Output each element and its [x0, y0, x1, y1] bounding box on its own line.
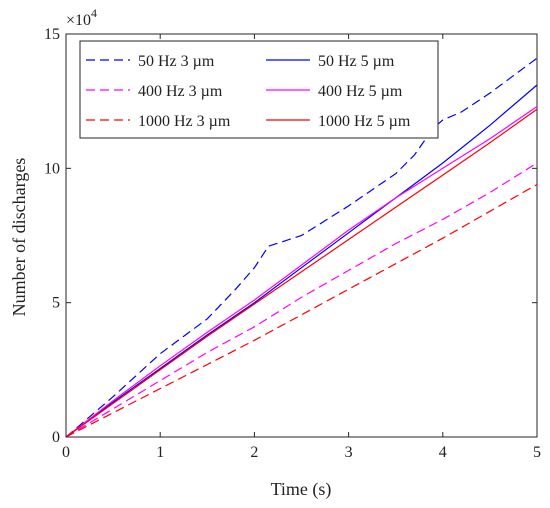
y-tick-label: 10	[44, 160, 60, 177]
series-group	[65, 57, 538, 438]
y-tick-label: 15	[44, 26, 60, 43]
y-multiplier-exponent: 4	[91, 6, 97, 20]
series-line	[65, 183, 538, 438]
series-line	[65, 106, 538, 438]
y-multiplier: ×104	[66, 6, 97, 29]
y-axis-label: Number of discharges	[9, 158, 29, 317]
axes	[65, 33, 538, 438]
y-tick-label: 0	[52, 429, 60, 446]
series-line	[65, 57, 538, 438]
legend-label: 400 Hz 5 µm	[318, 83, 403, 100]
x-tick-label: 3	[345, 444, 353, 461]
x-tick-label: 4	[439, 444, 447, 461]
x-axis-label: Time (s)	[271, 479, 332, 500]
legend-label: 400 Hz 3 µm	[138, 83, 223, 100]
x-tick-label: 1	[156, 444, 164, 461]
tick-labels: 0 1 2 3 4 5 0 5 10 15	[44, 26, 541, 461]
legend-label: 1000 Hz 5 µm	[318, 113, 411, 130]
legend-box	[79, 40, 439, 139]
legend-label: 50 Hz 3 µm	[138, 53, 215, 70]
plot-frame	[65, 33, 538, 438]
series-line	[65, 162, 538, 438]
legend-label: 50 Hz 5 µm	[318, 53, 395, 70]
y-multiplier-base: ×10	[66, 12, 91, 29]
series-line	[65, 108, 538, 438]
x-tick-label: 5	[533, 444, 541, 461]
x-tick-label: 2	[250, 444, 258, 461]
x-tick-label: 0	[62, 444, 70, 461]
legend-label: 1000 Hz 3 µm	[138, 113, 231, 130]
y-tick-label: 5	[52, 295, 60, 312]
series-line	[65, 84, 538, 438]
legend: 50 Hz 3 µm 50 Hz 5 µm 400 Hz 3 µm 400 Hz 5 …	[79, 40, 439, 139]
